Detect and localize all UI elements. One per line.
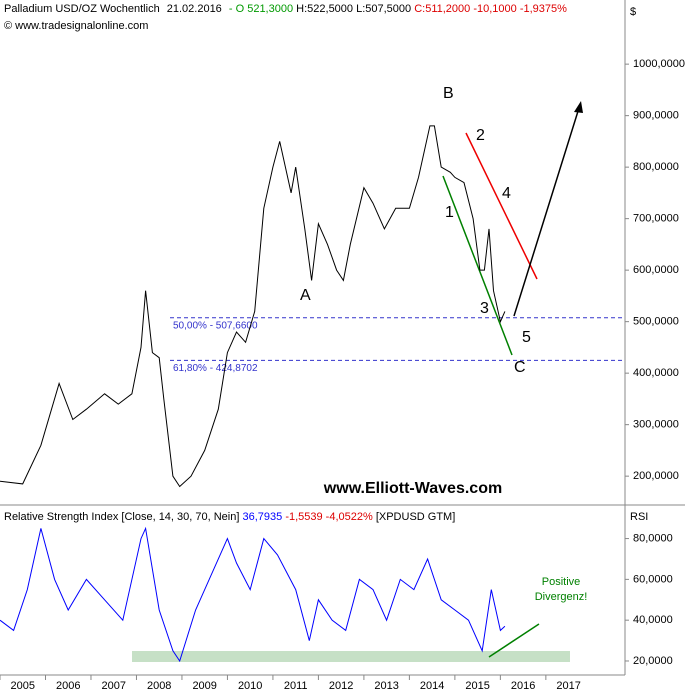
wave-label: C [514,359,526,376]
x-tick-label: 2011 [284,680,308,692]
divergence-line [488,623,540,658]
annotation: Divergenz! [535,591,588,603]
y-tick-label: 400,0000 [633,367,679,379]
series-line [0,526,506,663]
annotation: Positive [542,576,581,588]
y-tick-label: 200,0000 [633,470,679,482]
y-tick-label: 500,0000 [633,316,679,328]
wave-label: 3 [480,300,489,317]
wave-label: 2 [476,127,485,144]
x-tick-label: 2016 [511,680,535,692]
support-zone [132,651,570,662]
x-tick-label: 2010 [238,680,262,692]
x-tick-label: 2005 [11,680,35,692]
currency: $ [630,6,636,18]
x-tick-label: 2012 [329,680,353,692]
trend-line [442,175,513,356]
y-tick-label: 40,0000 [633,614,673,626]
wave-label: A [300,287,311,304]
x-tick-label: 2006 [56,680,80,692]
arrow-head [574,101,583,113]
y-tick-label: 20,0000 [633,655,673,667]
y-tick-label: 300,0000 [633,419,679,431]
x-tick-label: 2017 [556,680,580,692]
y-tick-label: 800,0000 [633,161,679,173]
x-tick-label: 2007 [101,680,125,692]
wave-label: 5 [522,329,531,346]
fib-label: 61,80% - 424,8702 [173,363,258,374]
rsi-axis-label: RSI [630,511,648,523]
x-tick-label: 2014 [420,680,444,692]
copyright: © www.tradesignalonline.com [4,20,148,32]
wave-label: 4 [502,185,511,202]
y-tick-label: 1000,0000 [633,58,685,70]
header-title: Palladium USD/OZ Wochentlich 21.02.2016 … [4,3,567,15]
x-tick-label: 2008 [147,680,171,692]
rsi-header: Relative Strength Index [Close, 14, 30, … [4,511,455,523]
x-tick-label: 2009 [192,680,216,692]
x-tick-label: 2015 [465,680,489,692]
trend-line [465,132,538,280]
x-tick-label: 2013 [374,680,398,692]
y-tick-label: 700,0000 [633,213,679,225]
watermark: www.Elliott-Waves.com [323,480,502,497]
series-line [0,125,506,488]
y-tick-label: 600,0000 [633,264,679,276]
wave-label: 1 [445,204,454,221]
projection-arrow [513,107,580,317]
y-tick-label: 80,0000 [633,532,673,544]
y-tick-label: 60,0000 [633,573,673,585]
fib-label: 50,00% - 507,6600 [173,320,258,331]
y-tick-label: 900,0000 [633,110,679,122]
wave-label: B [443,85,454,102]
